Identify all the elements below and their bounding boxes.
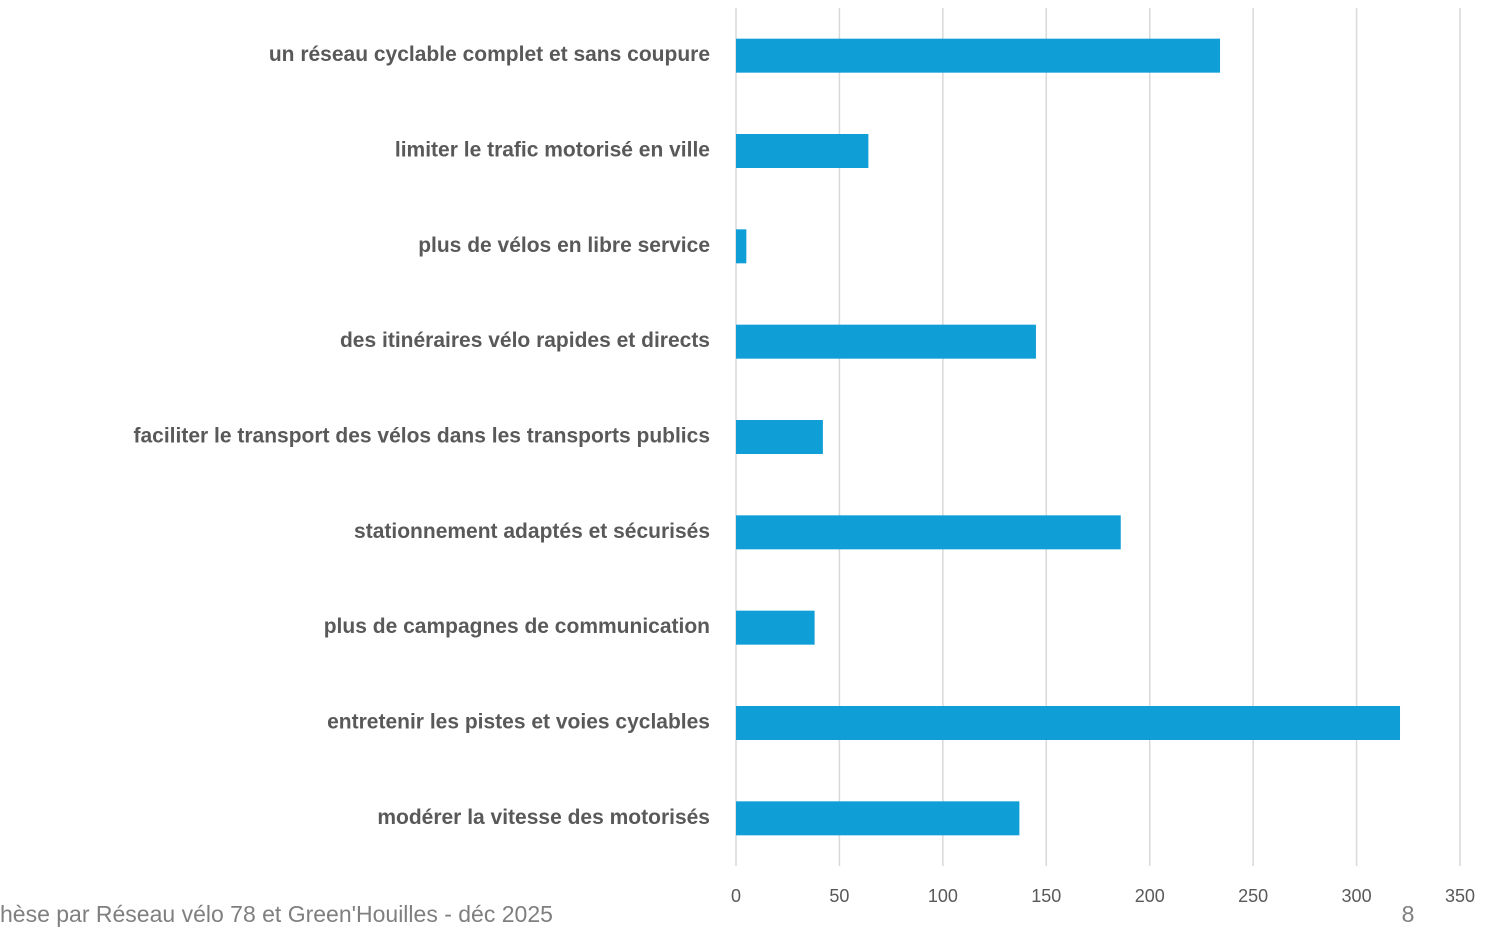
bar (736, 420, 823, 454)
x-tick-label: 0 (731, 886, 741, 906)
category-label: plus de vélos en libre service (418, 234, 710, 257)
x-tick-label: 200 (1135, 886, 1165, 906)
bar (736, 610, 815, 645)
x-tick-label: 50 (829, 886, 849, 906)
footer-text: hèse par Réseau vélo 78 et Green'Houille… (0, 901, 553, 927)
category-label: des itinéraires vélo rapides et directs (340, 329, 710, 352)
bar (736, 134, 869, 168)
x-tick-label: 100 (928, 886, 958, 906)
x-tick-label: 350 (1445, 886, 1475, 906)
bar (736, 324, 1036, 359)
x-tick-label: 250 (1238, 886, 1268, 906)
bar (736, 515, 1121, 550)
category-label: limiter le trafic motorisé en ville (395, 139, 710, 162)
category-label: entretenir les pistes et voies cyclables (327, 711, 710, 734)
bar (736, 229, 747, 264)
category-label: stationnement adaptés et sécurisés (354, 520, 710, 543)
x-tick-label: 300 (1342, 886, 1372, 906)
bar (736, 38, 1221, 73)
bar (736, 801, 1020, 836)
category-label: plus de campagnes de communication (324, 615, 710, 638)
bar (736, 706, 1401, 740)
category-label: modérer la vitesse des motorisés (377, 806, 710, 829)
page-number: 8 (1402, 901, 1415, 927)
category-label: faciliter le transport des vélos dans le… (133, 425, 710, 448)
x-tick-label: 150 (1031, 886, 1061, 906)
category-label: un réseau cyclable complet et sans coupu… (269, 43, 710, 66)
